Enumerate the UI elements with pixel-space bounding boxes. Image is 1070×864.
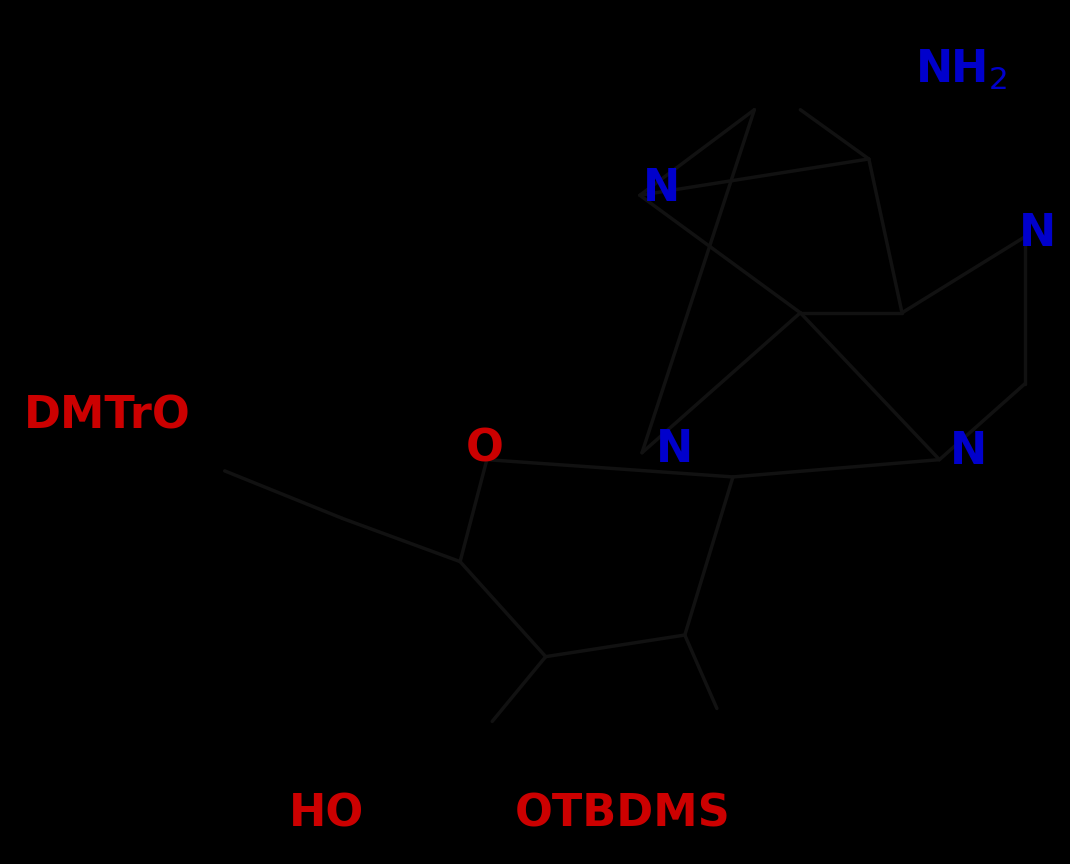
Text: O: O (465, 428, 504, 471)
Text: N: N (643, 167, 679, 210)
Text: HO: HO (289, 792, 364, 835)
Text: DMTrO: DMTrO (24, 395, 190, 438)
Text: N: N (656, 428, 692, 471)
Text: OTBDMS: OTBDMS (515, 792, 731, 835)
Text: NH$_2$: NH$_2$ (915, 48, 1007, 92)
Text: N: N (950, 429, 988, 473)
Text: N: N (1019, 212, 1056, 255)
